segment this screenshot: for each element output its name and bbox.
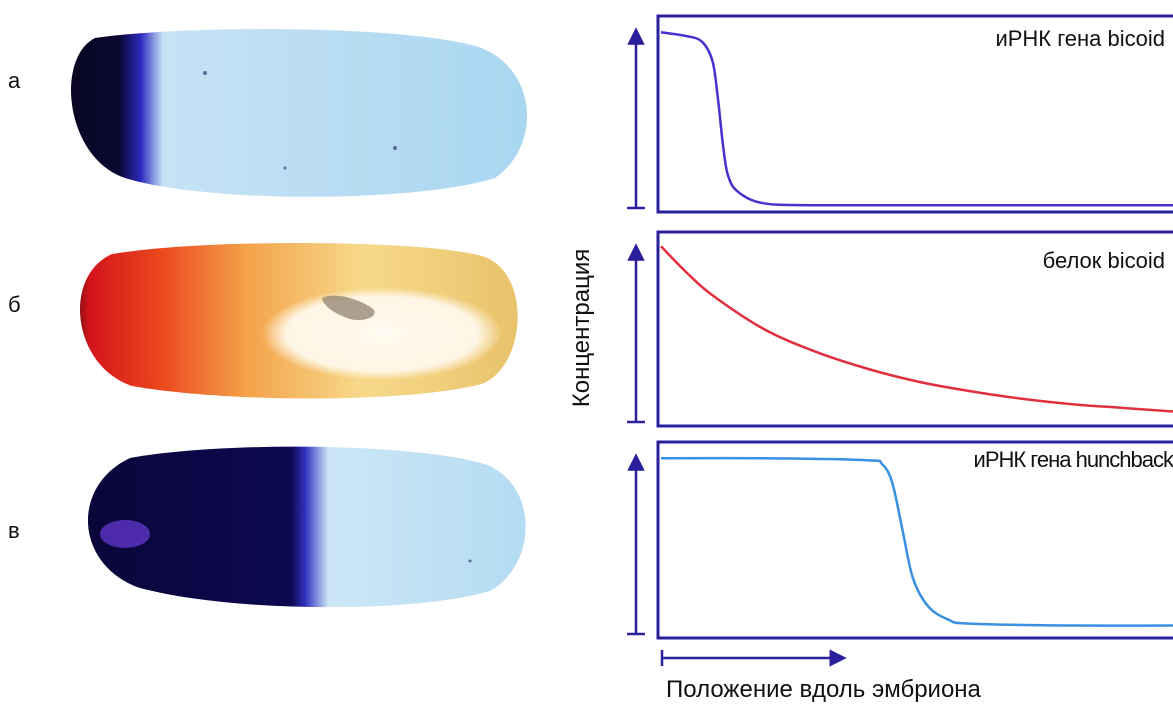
- embryo-image-c: [87, 446, 526, 608]
- chart-frame-bicoid-protein: [656, 230, 1173, 428]
- chart-bicoid-protein: [627, 230, 1173, 428]
- chart-title-bicoid-mrna: иРНК гена bicoid: [995, 26, 1165, 51]
- y-axis-label: Концентрация: [568, 248, 595, 408]
- panel-letter-v: в: [8, 518, 20, 543]
- x-axis-label: Положение вдоль эмбриона: [666, 676, 981, 703]
- panel-letter-b: б: [8, 292, 21, 317]
- series-line-bicoid-protein: [660, 245, 1173, 413]
- chart-hunchback-mrna: [627, 440, 1173, 640]
- chart-frame-hunchback-mrna: [656, 440, 1173, 640]
- chart-title-bicoid-protein: белок bicoid: [1042, 248, 1165, 273]
- chart-frame-bicoid-mrna: [656, 14, 1173, 214]
- chart-bicoid-mrna: [627, 14, 1173, 214]
- chart-title-hunchback-mrna: иРНК гена hunchback: [973, 447, 1173, 472]
- series-line-bicoid-mrna: [660, 31, 1173, 207]
- embryo-image-a: [70, 29, 528, 197]
- series-line-hunchback-mrna: [660, 456, 1173, 627]
- embryo-image-b: [79, 242, 518, 399]
- panel-letter-a: а: [8, 68, 21, 93]
